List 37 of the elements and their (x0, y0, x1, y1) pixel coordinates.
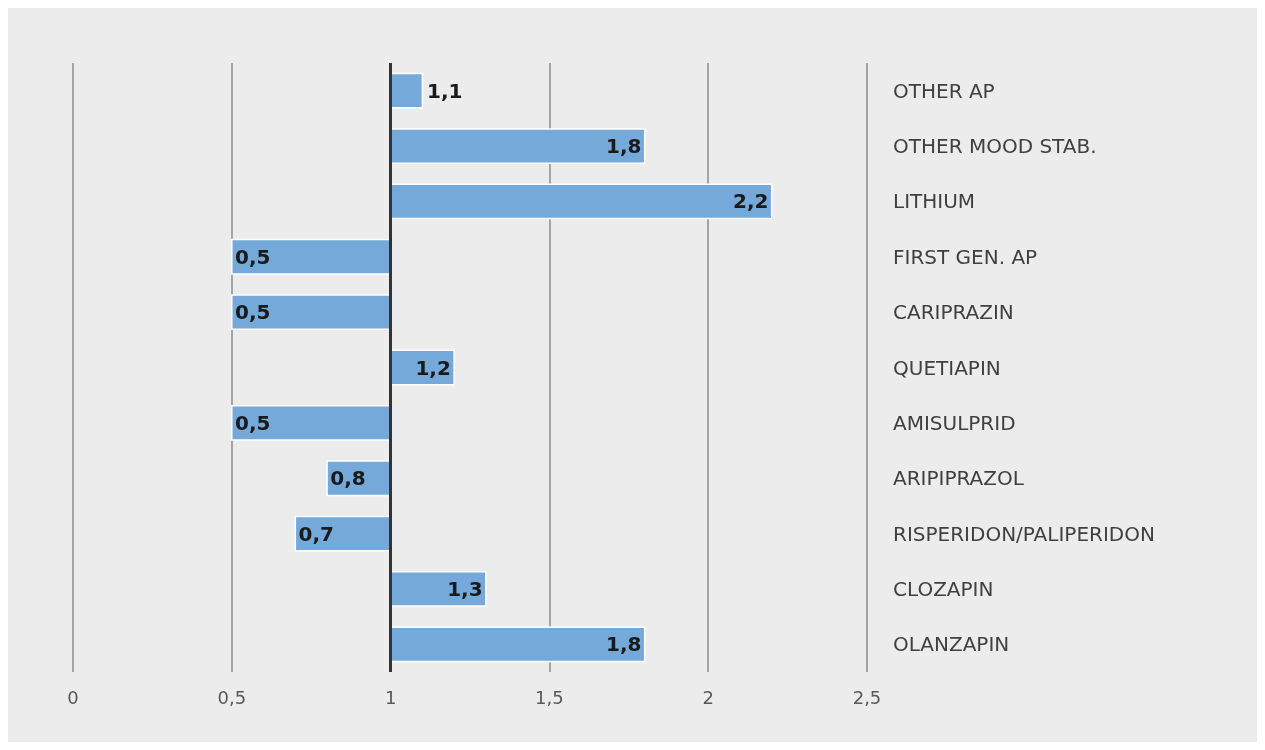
data-label: 1,8 (605, 632, 642, 657)
bar (389, 128, 646, 164)
data-label: 0,5 (235, 410, 271, 435)
bar (231, 294, 392, 331)
x-tick-label: 1 (384, 686, 397, 708)
bar (389, 571, 487, 607)
data-label: 1,8 (605, 134, 642, 159)
bar (389, 626, 646, 663)
data-label: 2,2 (733, 189, 769, 214)
y-tick-label: OLANZAPIN (893, 632, 1010, 657)
y-tick-label: OTHER MOOD STAB. (893, 134, 1097, 159)
data-label: 0,8 (330, 466, 366, 491)
x-tick-label: 2 (702, 686, 714, 708)
data-label: 0,7 (298, 521, 335, 546)
y-tick-label: OTHER AP (893, 78, 995, 103)
data-label: 0,5 (235, 300, 271, 325)
bar (389, 183, 773, 220)
x-tick-label: 2,5 (852, 686, 882, 708)
y-tick-label: ARIPIPRAZOL (893, 466, 1025, 491)
x-tick-label: 0 (67, 686, 79, 708)
bar (231, 238, 392, 275)
y-tick-label: CLOZAPIN (893, 576, 994, 601)
bar (231, 404, 392, 441)
y-tick-label: CARIPRAZIN (893, 300, 1014, 325)
y-tick-label: AMISULPRID (893, 410, 1016, 435)
y-tick-label: QUETIAPIN (893, 355, 1001, 380)
bar (294, 515, 392, 552)
y-tick-label: RISPERIDON/PALIPERIDON (893, 521, 1155, 546)
x-tick-label: 0,5 (217, 686, 247, 708)
data-label: 1,1 (427, 78, 463, 103)
y-tick-label: LITHIUM (893, 189, 976, 214)
bar (389, 72, 424, 109)
y-tick-label: FIRST GEN. AP (893, 244, 1038, 269)
data-label: 1,2 (415, 355, 451, 380)
x-tick-label: 1,5 (535, 686, 564, 708)
data-label: 1,3 (447, 576, 483, 601)
data-label: 0,5 (235, 244, 271, 269)
